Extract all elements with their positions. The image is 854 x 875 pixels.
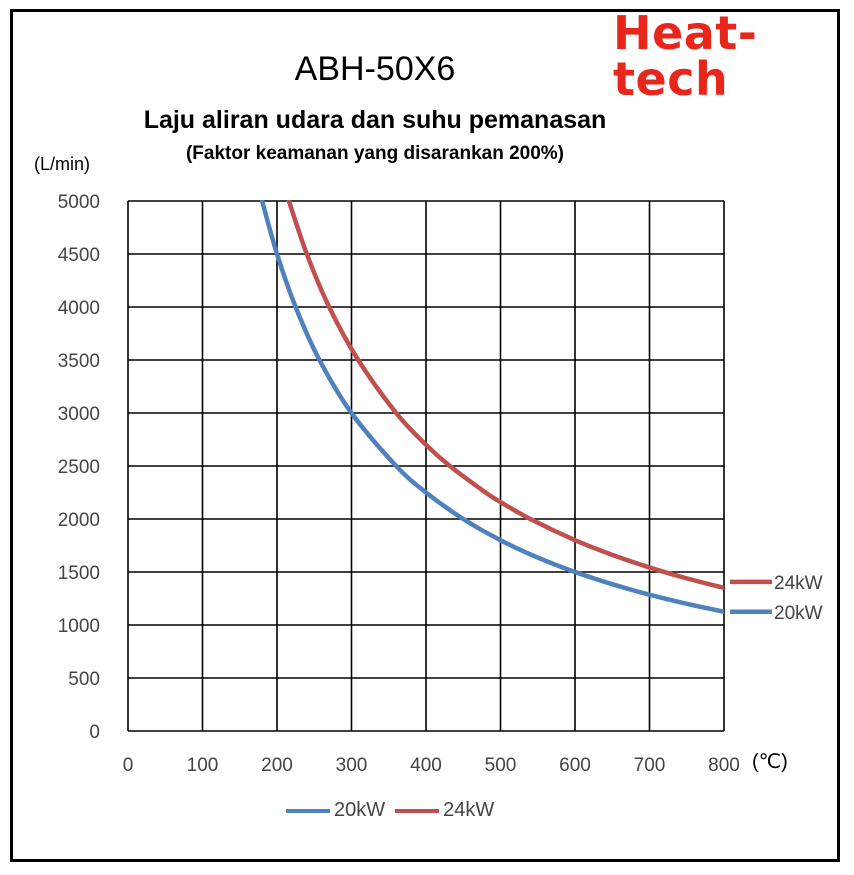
legend-item-24kw: 24kW (395, 799, 494, 822)
x-tick-label: 300 (336, 755, 368, 776)
legend-swatch-24kw (395, 808, 440, 813)
legend: 20kW 24kW (286, 799, 504, 822)
y-tick-label: 1000 (58, 616, 100, 637)
x-tick-label: 500 (485, 755, 517, 776)
legend-item-20kw: 20kW (286, 799, 385, 822)
x-axis-unit: (℃) (752, 751, 788, 773)
x-tick-label: 100 (187, 755, 219, 776)
x-tick-label: 800 (708, 755, 740, 776)
x-tick-label: 600 (559, 755, 591, 776)
y-axis-unit: (L/min) (34, 154, 91, 174)
y-tick-label: 2500 (58, 457, 100, 478)
y-tick-label: 500 (68, 669, 100, 690)
legend-swatch-20kw (286, 808, 330, 813)
legend-label-24kw: 24kW (443, 799, 495, 821)
y-tick-label: 3000 (58, 404, 100, 425)
y-tick-label: 3500 (58, 351, 100, 372)
series-line-20kw (259, 200, 724, 614)
y-tick-label: 5000 (58, 192, 100, 213)
y-tick-label: 4500 (58, 245, 100, 266)
x-tick-label: 0 (123, 755, 134, 776)
y-tick-label: 2000 (58, 510, 100, 531)
chart-subtitle: Laju aliran udara dan suhu pemanasan (143, 106, 607, 134)
legend-label-20kw: 20kW (334, 799, 386, 821)
x-tick-label: 400 (410, 755, 442, 776)
chart-title: ABH-50X6 (294, 50, 456, 88)
series-line-24kw (286, 200, 724, 591)
x-tick-label: 700 (634, 755, 666, 776)
end-label-20kw: 20kW (774, 603, 823, 624)
y-tick-label: 1500 (58, 563, 100, 584)
y-tick-label: 4000 (58, 298, 100, 319)
end-label-24kw: 24kW (774, 573, 823, 594)
chart-note: (Faktor keamanan yang disarankan 200%) (185, 143, 565, 164)
y-tick-label: 0 (89, 722, 100, 743)
x-tick-label: 200 (261, 755, 293, 776)
brand-logo: Heat-tech (613, 6, 758, 106)
